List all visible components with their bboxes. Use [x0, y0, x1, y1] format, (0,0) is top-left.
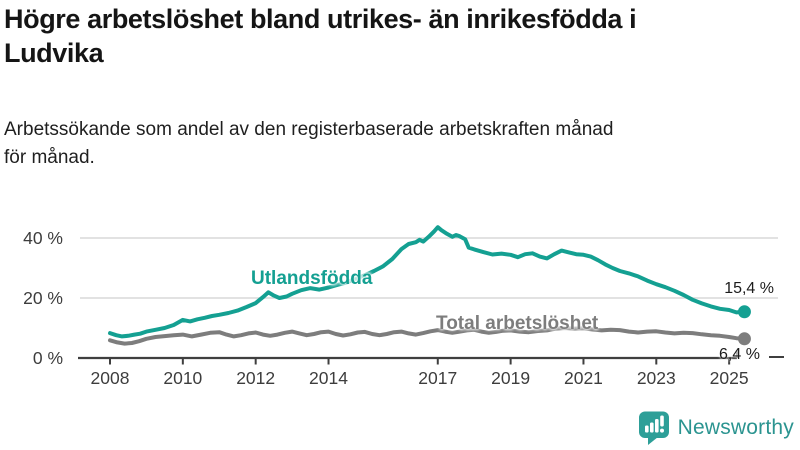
x-tick-label-2017: 2017 [418, 368, 457, 388]
series-line-1 [108, 326, 747, 346]
x-tick-label-2010: 2010 [163, 368, 202, 388]
title-line-2: Ludvika [4, 38, 104, 68]
title-line-1: Högre arbetslöshet bland utrikes- än inr… [4, 4, 637, 34]
y-tick-label-20: 20 % [23, 288, 63, 308]
x-tick-label-2025: 2025 [710, 368, 749, 388]
series-line-0 [108, 225, 747, 339]
x-tick-label-2019: 2019 [491, 368, 530, 388]
subtitle-line-1: Arbetssökande som andel av den registerb… [4, 119, 614, 140]
x-tick-label-2014: 2014 [309, 368, 348, 388]
x-tick-label-2021: 2021 [564, 368, 603, 388]
y-tick-label-0: 0 % [33, 348, 63, 368]
newsworthy-logo: Newsworthy [638, 410, 794, 446]
series-end-dot-1 [737, 332, 751, 346]
x-tick-label-2012: 2012 [236, 368, 275, 388]
end-value-label-utlandsfodda: 15,4 % [724, 280, 774, 297]
series-label-total-arbetsloshet: Total arbetslöshet [436, 313, 599, 334]
page-title: Högre arbetslöshet bland utrikes- än inr… [4, 2, 796, 70]
end-value-label-total: 6,4 % [719, 346, 760, 363]
subtitle-line-2: för månad. [4, 147, 95, 168]
y-tick-label-40: 40 % [23, 228, 63, 248]
chart-subtitle: Arbetssökande som andel av den registerb… [4, 116, 796, 172]
x-tick-label-2008: 2008 [91, 368, 130, 388]
x-tick-label-2023: 2023 [637, 368, 676, 388]
series-end-dot-0 [737, 305, 751, 319]
series-label-utlandsfodda: Utlandsfödda [251, 268, 373, 289]
bar-chart-speech-bubble-icon [638, 411, 669, 445]
newsworthy-logo-text: Newsworthy [677, 416, 794, 439]
